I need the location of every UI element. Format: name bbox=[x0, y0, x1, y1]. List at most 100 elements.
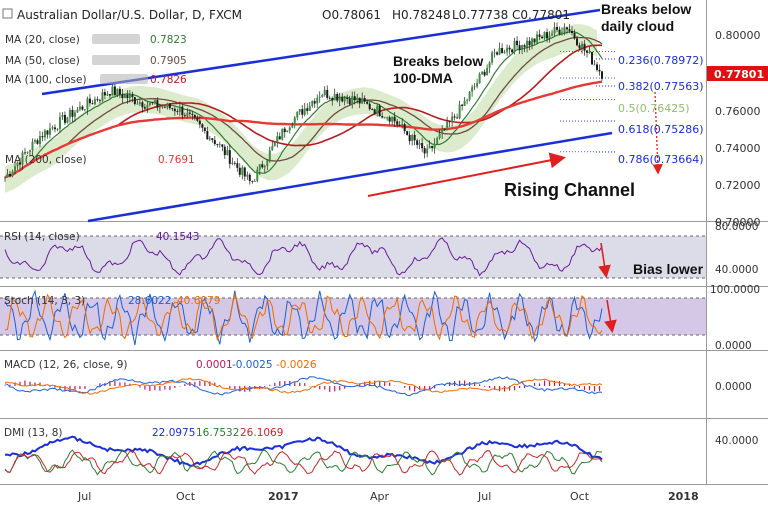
candle-body bbox=[533, 38, 536, 43]
candle-body bbox=[538, 34, 541, 37]
fib-0382: 0.382(0.77563) bbox=[618, 80, 704, 93]
candle-body bbox=[588, 52, 591, 53]
candle-body bbox=[141, 102, 144, 108]
macd-signal-value: -0.0026 bbox=[276, 359, 317, 371]
candle-body bbox=[531, 38, 534, 45]
macd-hist-bar bbox=[234, 386, 236, 390]
dmi-label: DMI (13, 8) bbox=[4, 427, 63, 439]
candle-body bbox=[453, 116, 456, 118]
candle-body bbox=[153, 100, 156, 104]
macd-hist-bar bbox=[144, 386, 146, 390]
candle-body bbox=[311, 101, 314, 106]
candle-body bbox=[573, 33, 576, 39]
breaks-cloud-line1: Breaks below bbox=[601, 1, 691, 17]
candle-body bbox=[458, 104, 461, 119]
candle-body bbox=[151, 102, 154, 104]
candle-body bbox=[251, 180, 254, 182]
candle-body bbox=[326, 89, 329, 98]
candle-body bbox=[433, 143, 436, 149]
candle-body bbox=[136, 103, 139, 105]
candle-body bbox=[128, 94, 131, 99]
candle-body bbox=[266, 160, 269, 167]
candle-body bbox=[73, 112, 76, 117]
candle-body bbox=[186, 112, 189, 116]
candle-body bbox=[438, 133, 441, 139]
macd-hist-bar bbox=[508, 386, 511, 391]
candle-body bbox=[358, 97, 361, 104]
candle-body bbox=[163, 106, 166, 108]
candle-body bbox=[98, 100, 101, 101]
candle-body bbox=[71, 109, 74, 117]
macd-hist-bar bbox=[279, 381, 281, 386]
candle-body bbox=[68, 109, 71, 118]
candle-body bbox=[386, 117, 389, 119]
candle-body bbox=[468, 91, 471, 100]
candle-body bbox=[158, 106, 161, 108]
macd-signal-line bbox=[4, 377, 603, 395]
dmi-legend: DMI (13, 8) 22.0975 16.7532 26.1069 40.0… bbox=[4, 427, 758, 447]
candle-body bbox=[263, 166, 266, 168]
candle-body bbox=[216, 144, 219, 145]
macd-hist-bar bbox=[573, 386, 576, 388]
candle-body bbox=[283, 128, 286, 133]
candle-body bbox=[116, 88, 119, 96]
candle-body bbox=[521, 45, 524, 50]
breaks-dma-line1: Breaks below bbox=[393, 53, 483, 69]
candle-body bbox=[93, 99, 96, 105]
candle-body bbox=[543, 32, 546, 39]
candle-body bbox=[393, 116, 396, 122]
candle-body bbox=[593, 64, 596, 66]
candle-body bbox=[308, 105, 311, 111]
macd-hist-bar bbox=[548, 380, 551, 386]
macd-hist-bar bbox=[493, 386, 496, 390]
candle-body bbox=[131, 94, 134, 98]
candle-body bbox=[243, 167, 246, 177]
candle-body bbox=[218, 144, 221, 146]
macd-hist-bar bbox=[374, 380, 376, 386]
candle-body bbox=[31, 141, 34, 151]
rsi-value: 40.1543 bbox=[156, 231, 199, 243]
candle-body bbox=[171, 108, 174, 110]
dmi-pdi-line bbox=[4, 449, 603, 476]
candle-body bbox=[556, 27, 559, 30]
candle-body bbox=[303, 108, 306, 115]
macd-hist-bar bbox=[404, 386, 406, 388]
macd-hist-bar bbox=[19, 381, 21, 386]
candle-body bbox=[343, 97, 346, 102]
candle-body bbox=[491, 52, 494, 63]
collapse-icon[interactable] bbox=[2, 8, 13, 19]
candle-body bbox=[391, 116, 394, 122]
candle-body bbox=[306, 108, 309, 111]
legend-settings-icons[interactable] bbox=[92, 34, 148, 84]
macd-hist-bar bbox=[474, 383, 476, 386]
breaks-dma-line2: 100-DMA bbox=[393, 70, 453, 86]
candle-body bbox=[376, 105, 379, 114]
macd-hist-bar bbox=[174, 386, 176, 388]
macd-hist-bar bbox=[518, 386, 521, 389]
ma200-line bbox=[4, 80, 603, 179]
candle-body bbox=[448, 121, 451, 123]
candle-body bbox=[276, 136, 279, 143]
candle-body bbox=[146, 105, 149, 109]
macd-hist-bar bbox=[459, 380, 461, 386]
candle-body bbox=[58, 117, 61, 129]
candle-body bbox=[406, 131, 409, 135]
candle-body bbox=[333, 93, 336, 101]
candle-body bbox=[61, 114, 64, 118]
candle-body bbox=[288, 127, 291, 131]
macd-hist-bar bbox=[414, 386, 416, 392]
candle-body bbox=[451, 116, 454, 123]
candle-body bbox=[536, 34, 539, 43]
candle-body bbox=[313, 101, 316, 104]
current-price-badge bbox=[707, 66, 768, 81]
macd-hist-bar bbox=[503, 386, 506, 392]
candle-body bbox=[196, 117, 199, 121]
candle-body bbox=[213, 140, 216, 145]
candle-body bbox=[143, 107, 146, 109]
candle-body bbox=[418, 142, 421, 145]
candle-body bbox=[53, 127, 56, 130]
macd-hist-bar bbox=[523, 386, 526, 389]
candle-body bbox=[401, 124, 404, 126]
candle-body bbox=[88, 98, 91, 104]
price-tick-080: 0.80000 bbox=[715, 29, 761, 42]
